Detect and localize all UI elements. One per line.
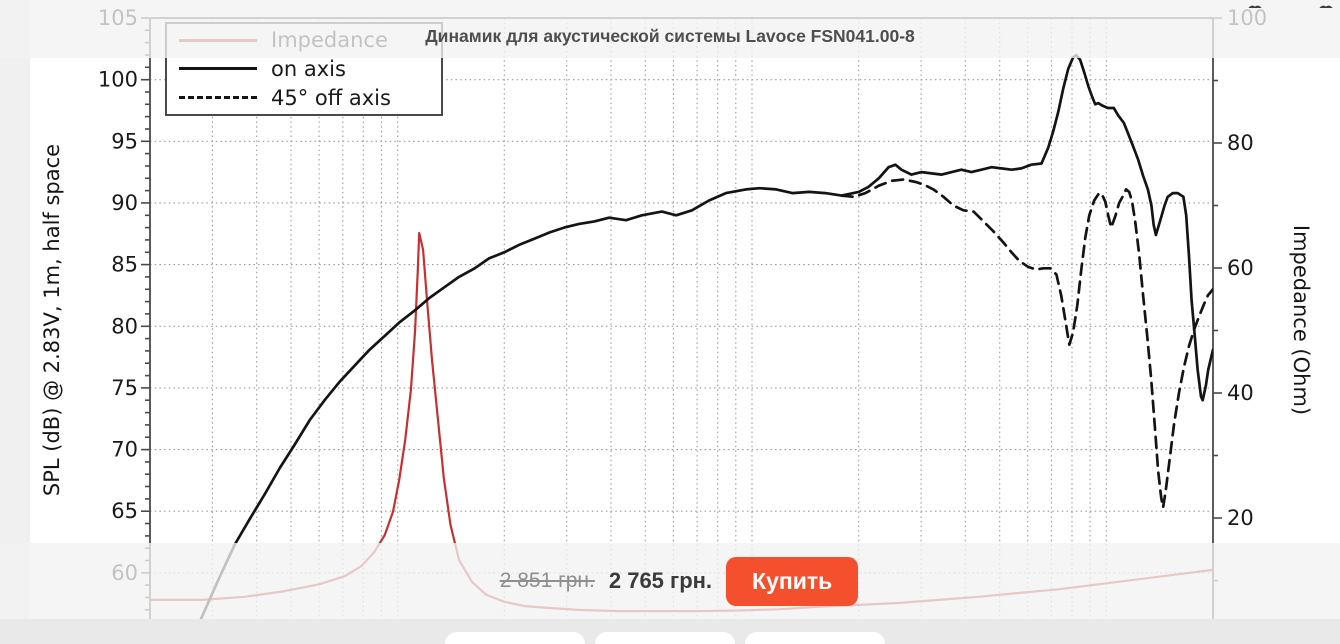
gallery-control-icon[interactable] [1317, 0, 1335, 8]
new-price: 2 765 грн. [608, 568, 713, 593]
buy-button[interactable]: Купить [726, 556, 859, 606]
spl-tick-label: 70 [111, 438, 138, 462]
spl-tick-label: 90 [111, 191, 138, 215]
spl-tick-label: 80 [111, 314, 138, 338]
spl-tick-label: 100 [98, 68, 138, 92]
legend-label: 45° off axis [271, 85, 391, 110]
price-overlay-band: 2 851 грн. 2 765 грн. Купить [0, 543, 1340, 619]
spl-tick-label: 75 [111, 376, 138, 400]
legend-entry-off-axis: 45° off axis [167, 84, 441, 112]
old-price: 2 851 грн. [499, 569, 595, 592]
price-row: 2 851 грн. 2 765 грн. Купить [0, 553, 1340, 609]
page-bottom-strip [0, 619, 1340, 644]
spl-tick-label: 95 [111, 129, 138, 153]
on-axis-curve [199, 53, 1213, 619]
thumbnail-card[interactable] [745, 632, 885, 644]
spl-axis-label: SPL (dB) @ 2.83V, 1m, half space [40, 143, 64, 497]
legend-entry-on-axis: on axis [167, 55, 441, 83]
legend-label: on axis [271, 56, 346, 81]
off-axis-line-swatch [179, 96, 257, 100]
impedance-axis-label: Impedance (Ohm) [1289, 224, 1313, 416]
spl-tick-label: 65 [111, 499, 138, 523]
impedance-tick-label: 60 [1227, 256, 1254, 280]
impedance-tick-label: 40 [1227, 381, 1254, 405]
gallery-control-icon[interactable] [1246, 0, 1264, 8]
title-overlay-band: Динамик для акустической системы Lavoce … [0, 0, 1340, 58]
product-title: Динамик для акустической системы Lavoce … [425, 26, 915, 46]
thumbnail-card[interactable] [595, 632, 735, 644]
impedance-tick-label: 80 [1227, 131, 1254, 155]
45-off-axis-curve [840, 178, 1213, 509]
thumbnail-card[interactable] [445, 632, 585, 644]
impedance-tick-label: 20 [1227, 506, 1254, 530]
on-axis-line-swatch [179, 67, 257, 71]
spl-tick-label: 85 [111, 253, 138, 277]
